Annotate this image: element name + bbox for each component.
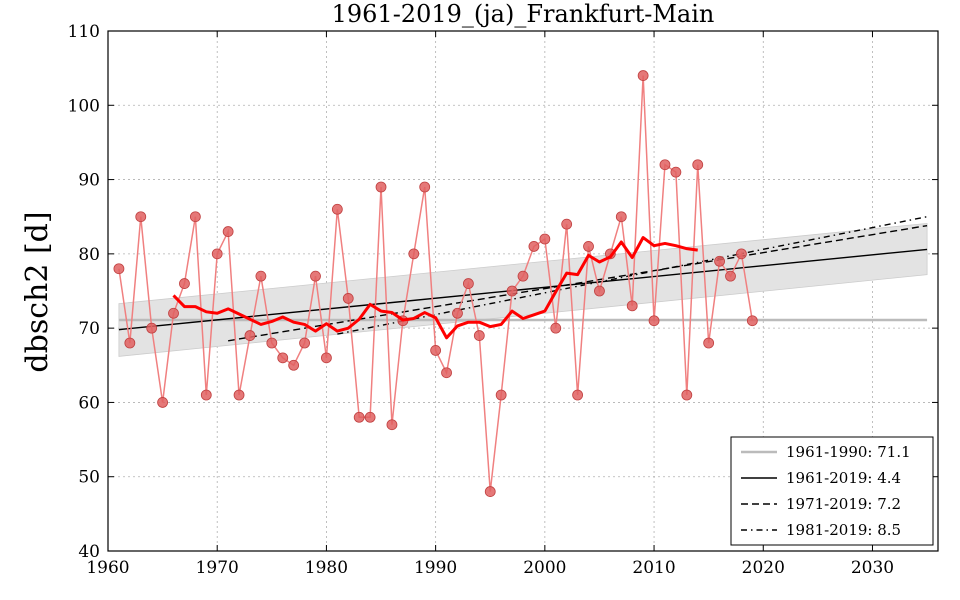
moving-average (172, 236, 698, 340)
data-point (266, 337, 278, 349)
data-point (200, 389, 212, 401)
x-tick-label: 2000 (523, 558, 566, 578)
data-point (528, 241, 540, 252)
data-point (572, 389, 584, 401)
plot-frame (107, 30, 939, 552)
y-tick-label: 110 (68, 22, 100, 42)
data-point (189, 211, 201, 223)
x-tick-label: 2020 (742, 558, 785, 578)
x-tick-label: 1990 (414, 558, 457, 578)
data-point (255, 270, 267, 282)
data-point (583, 241, 594, 252)
data-point (637, 70, 649, 81)
x-tick-label: 1970 (196, 558, 239, 578)
legend: 1961-1990: 71.1 1961-2019: 4.4 1971-2019: … (730, 436, 934, 546)
data-point (506, 285, 518, 297)
data-point (124, 337, 136, 349)
y-tick-label: 100 (68, 96, 100, 116)
y-tick-label: 60 (78, 393, 100, 413)
data-point (299, 337, 310, 349)
data-point (430, 345, 442, 356)
data-point (484, 486, 496, 497)
legend-label-3: 1971-2019: 7.2 (786, 495, 901, 513)
data-point (659, 159, 671, 171)
y-tick-label: 70 (78, 319, 100, 339)
data-point (419, 181, 431, 193)
data-point (550, 322, 562, 334)
data-point (670, 166, 682, 178)
data-point (648, 315, 660, 327)
data-point (473, 330, 485, 341)
trend-line-4 (337, 216, 928, 335)
data-point (386, 419, 398, 431)
data-point (211, 248, 223, 260)
data-point (179, 278, 190, 289)
legend-label-1: 1961-1990: 71.1 (786, 443, 911, 461)
data-point (321, 352, 332, 364)
data-point (594, 285, 605, 297)
data-point (157, 397, 169, 408)
data-point (222, 226, 234, 237)
data-point (342, 293, 354, 304)
data-point (681, 389, 693, 401)
data-point (714, 255, 725, 267)
x-tick-label: 1980 (305, 558, 348, 578)
data-point (310, 270, 321, 282)
data-point (615, 211, 627, 223)
data-point (517, 270, 529, 282)
data-point (692, 159, 704, 171)
data-point (495, 389, 507, 401)
data-point (168, 307, 179, 319)
data-point (135, 211, 147, 223)
data-point (277, 352, 289, 364)
data-point (244, 330, 256, 341)
y-tick-label: 80 (78, 245, 100, 265)
x-tick-label: 2030 (851, 558, 894, 578)
data-point (736, 248, 747, 260)
data-point (539, 233, 551, 245)
trend-line-3 (228, 224, 928, 342)
data-point (353, 411, 365, 423)
data-point (408, 248, 420, 260)
data-point (146, 322, 158, 334)
data-point (113, 263, 125, 275)
data-point (452, 307, 463, 319)
y-tick-label: 40 (78, 542, 100, 562)
y-axis-label: dbsch2 [d] (20, 211, 55, 372)
data-series (113, 70, 758, 497)
data-point (626, 300, 638, 312)
data-point (375, 181, 387, 193)
data-point (288, 359, 300, 371)
x-tick-label: 2010 (632, 558, 675, 578)
data-point (703, 337, 715, 349)
data-point (725, 270, 736, 282)
data-point (462, 278, 474, 289)
data-point (331, 203, 343, 215)
data-point (233, 389, 245, 401)
legend-box (730, 436, 934, 546)
data-point (561, 218, 573, 230)
legend-label-4: 1981-2019: 8.5 (786, 521, 901, 539)
data-point (441, 367, 452, 379)
y-tick-label: 50 (78, 468, 100, 488)
moving-average-line (172, 236, 698, 340)
x-tick-label: 1960 (86, 558, 129, 578)
data-point (364, 411, 376, 423)
chart-title: 1961-2019_(ja)_Frankfurt-Main (332, 0, 715, 28)
data-point (746, 315, 758, 327)
axis-ticks: 1960 1970 1980 1990 2000 2010 2020 2030 40 50 60 70… (68, 22, 938, 578)
y-tick-label: 90 (78, 171, 100, 191)
legend-label-2: 1961-2019: 4.4 (786, 469, 901, 487)
